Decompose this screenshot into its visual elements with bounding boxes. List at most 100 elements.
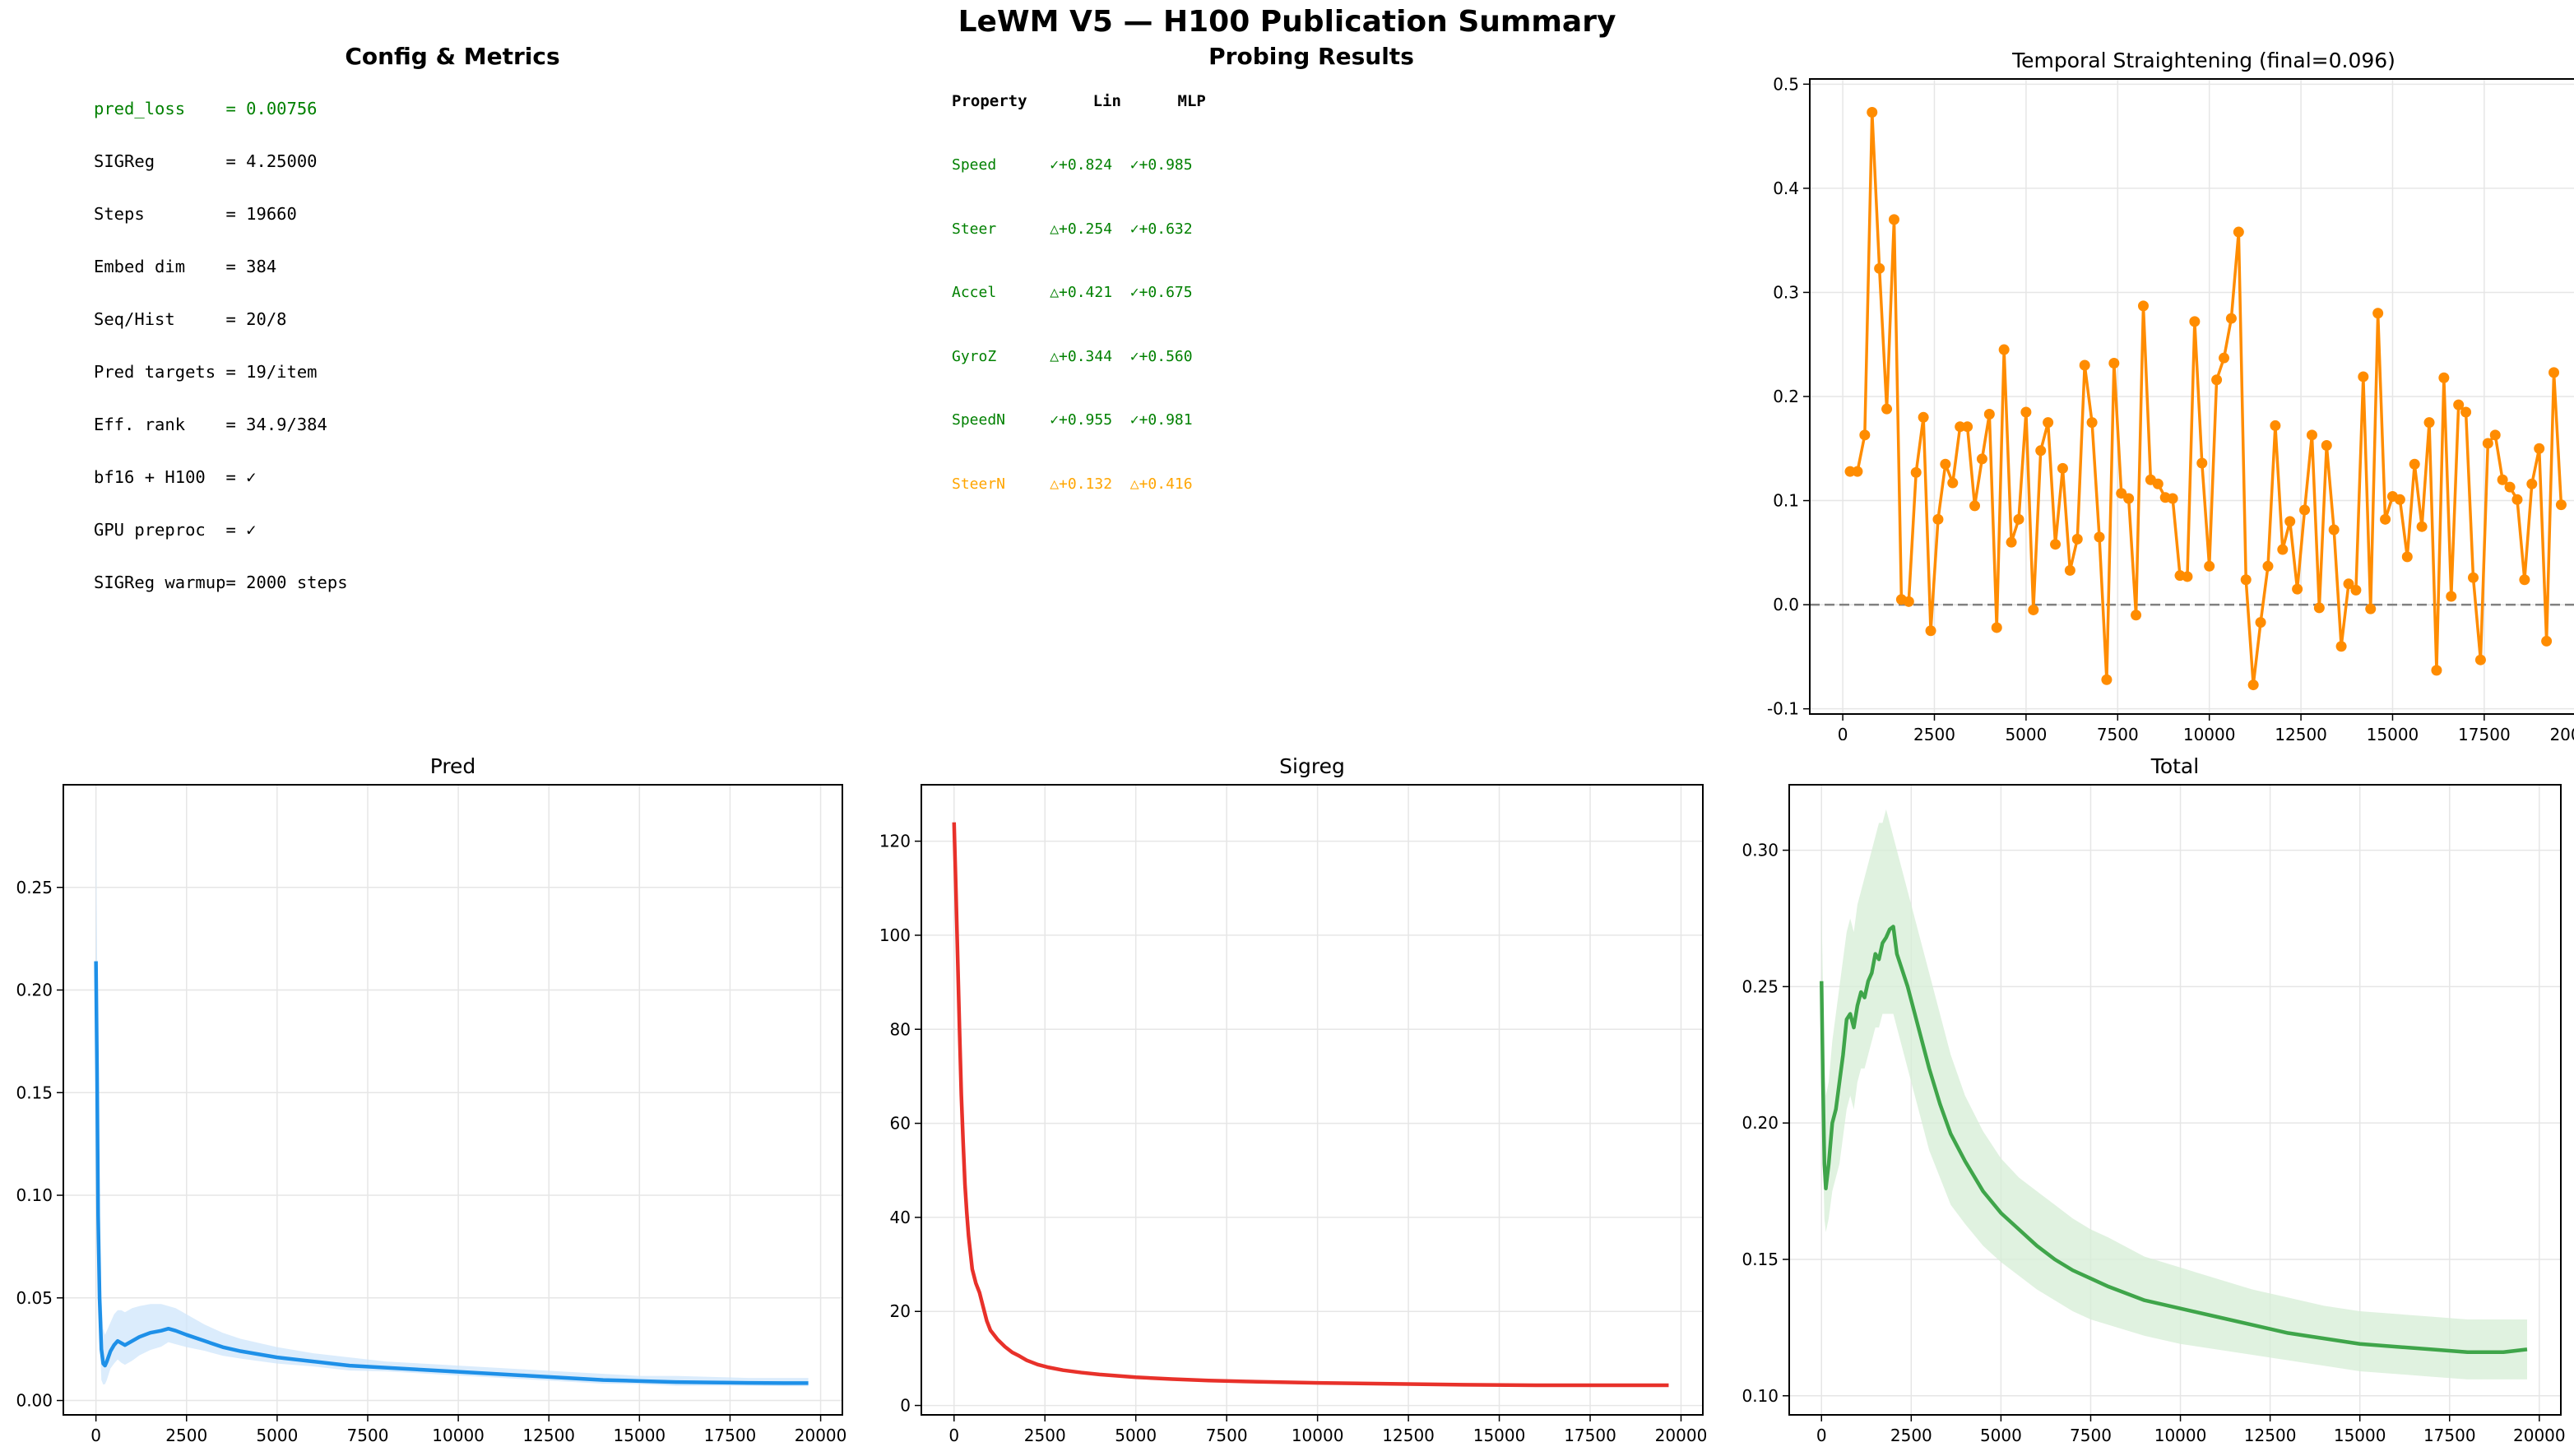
- data-point: [2504, 481, 2516, 493]
- data-point: [1955, 421, 1966, 433]
- y-tick-label: 0.2: [1773, 387, 1799, 406]
- figure-title: LeWM V5 — H100 Publication Summary: [958, 5, 1616, 39]
- data-point: [2526, 478, 2538, 489]
- probing-row: SpeedN ✓+0.955 ✓+0.981: [952, 411, 1193, 429]
- std-band: [95, 815, 809, 1387]
- config-line: Eff. rank = 34.9/384: [94, 415, 327, 434]
- data-point: [2519, 574, 2530, 586]
- config-panel-title: Config & Metrics: [345, 43, 560, 70]
- config-line: pred_loss = 0.00756: [94, 99, 318, 118]
- y-tick-label: 0.4: [1773, 179, 1799, 198]
- data-point: [2423, 417, 2435, 429]
- data-point: [2438, 372, 2450, 383]
- data-point: [2511, 494, 2523, 505]
- series-line: [952, 822, 1669, 1388]
- y-tick-label: 0: [900, 1396, 911, 1416]
- data-point: [1852, 466, 1863, 477]
- plot-area: [952, 822, 1669, 1388]
- y-tick-label: 0.0: [1773, 595, 1799, 614]
- y-tick-label: 40: [890, 1208, 911, 1227]
- data-point: [2204, 560, 2215, 572]
- config-line: Pred targets = 19/item: [94, 362, 318, 382]
- x-tick-label: 12500: [2275, 725, 2327, 740]
- x-tick-label: 5000: [1115, 1426, 1157, 1445]
- data-point: [2225, 313, 2237, 324]
- data-point: [1925, 625, 1936, 637]
- data-point: [1962, 421, 1973, 433]
- x-tick-label: 2500: [1024, 1426, 1066, 1445]
- pred-loss-chart: Pred 0 2500 5000 7500 10000 12500 15000 17500 200…: [16, 755, 847, 1445]
- data-point: [2292, 583, 2303, 595]
- data-point: [2167, 493, 2178, 504]
- x-tick-label: 15000: [1473, 1426, 1526, 1445]
- data-point: [2306, 429, 2317, 441]
- data-point: [2108, 358, 2120, 369]
- temporal-straightening-chart: Temporal Straightening (final=0.096) 0 250…: [1767, 49, 2574, 740]
- chart-title: Temporal Straightening (final=0.096): [2011, 49, 2395, 72]
- data-point: [2255, 617, 2266, 628]
- x-tick-label: 12500: [2244, 1426, 2297, 1445]
- y-tick-label: 120: [879, 832, 911, 851]
- series-line: [1850, 110, 2563, 687]
- y-tick-label: 60: [890, 1114, 911, 1134]
- data-point: [2270, 420, 2281, 431]
- data-point: [2541, 635, 2553, 647]
- x-tick-label: 15000: [2334, 1426, 2386, 1445]
- probing-row: GyroZ △+0.344 ✓+0.560: [952, 347, 1193, 365]
- data-point: [2247, 679, 2259, 691]
- data-point: [2028, 604, 2039, 615]
- data-point: [2555, 499, 2567, 511]
- data-point: [2453, 399, 2465, 410]
- data-point: [2497, 474, 2508, 485]
- probing-panel-title: Probing Results: [1208, 43, 1414, 70]
- data-point: [2086, 417, 2098, 429]
- data-point: [2474, 654, 2486, 665]
- x-tick-label: 7500: [347, 1426, 389, 1445]
- plot-frame: [1788, 784, 2562, 1416]
- y-tick-label: 0.25: [1742, 976, 1779, 996]
- x-tick-label: 2500: [1913, 725, 1955, 740]
- x-tick-label: 10000: [2183, 725, 2236, 740]
- data-point: [1991, 622, 2002, 633]
- data-point: [2189, 316, 2201, 327]
- plot-frame: [63, 784, 843, 1416]
- data-point: [2182, 571, 2193, 582]
- config-line: Seq/Hist = 20/8: [94, 309, 287, 329]
- data-point: [2131, 610, 2142, 621]
- x-tick-label: 0: [1838, 725, 1848, 740]
- data-point: [1918, 411, 1929, 423]
- data-point: [2101, 674, 2113, 685]
- x-tick-label: 20000: [2513, 1426, 2566, 1445]
- x-tick-label: 20000: [1655, 1426, 1708, 1445]
- y-tick-label: 20: [890, 1301, 911, 1321]
- y-tick-label: 100: [879, 925, 911, 945]
- data-point: [2020, 406, 2032, 418]
- data-point: [1940, 458, 1951, 470]
- data-point: [2299, 504, 2311, 516]
- x-tick-label: 17500: [2423, 1426, 2476, 1445]
- x-tick-label: 20000: [795, 1426, 847, 1445]
- data-point: [1881, 403, 1893, 415]
- data-point: [2277, 544, 2289, 555]
- y-tick-label: 0.10: [1742, 1386, 1779, 1406]
- data-point: [2152, 478, 2164, 489]
- data-point: [2006, 536, 2017, 548]
- x-tick-label: 15000: [614, 1426, 666, 1445]
- data-point: [2401, 551, 2413, 563]
- data-point: [1947, 477, 1959, 489]
- plot-area: [94, 815, 809, 1387]
- y-tick-label: 0.05: [16, 1288, 53, 1308]
- x-tick-label: 2500: [1890, 1426, 1932, 1445]
- data-point: [1998, 344, 2010, 355]
- data-point: [2380, 513, 2391, 525]
- config-line: Embed dim = 384: [94, 257, 277, 276]
- data-point: [1888, 214, 1899, 225]
- probing-row: SteerN △+0.132 △+0.416: [952, 475, 1193, 493]
- series-line: [94, 961, 809, 1385]
- data-point: [2350, 584, 2362, 596]
- y-tick-label: 0.15: [16, 1083, 53, 1102]
- x-tick-label: 17500: [1564, 1426, 1616, 1445]
- plot-frame: [921, 784, 1704, 1416]
- config-line: GPU preproc = ✓: [94, 520, 257, 540]
- data-point: [1903, 596, 1914, 607]
